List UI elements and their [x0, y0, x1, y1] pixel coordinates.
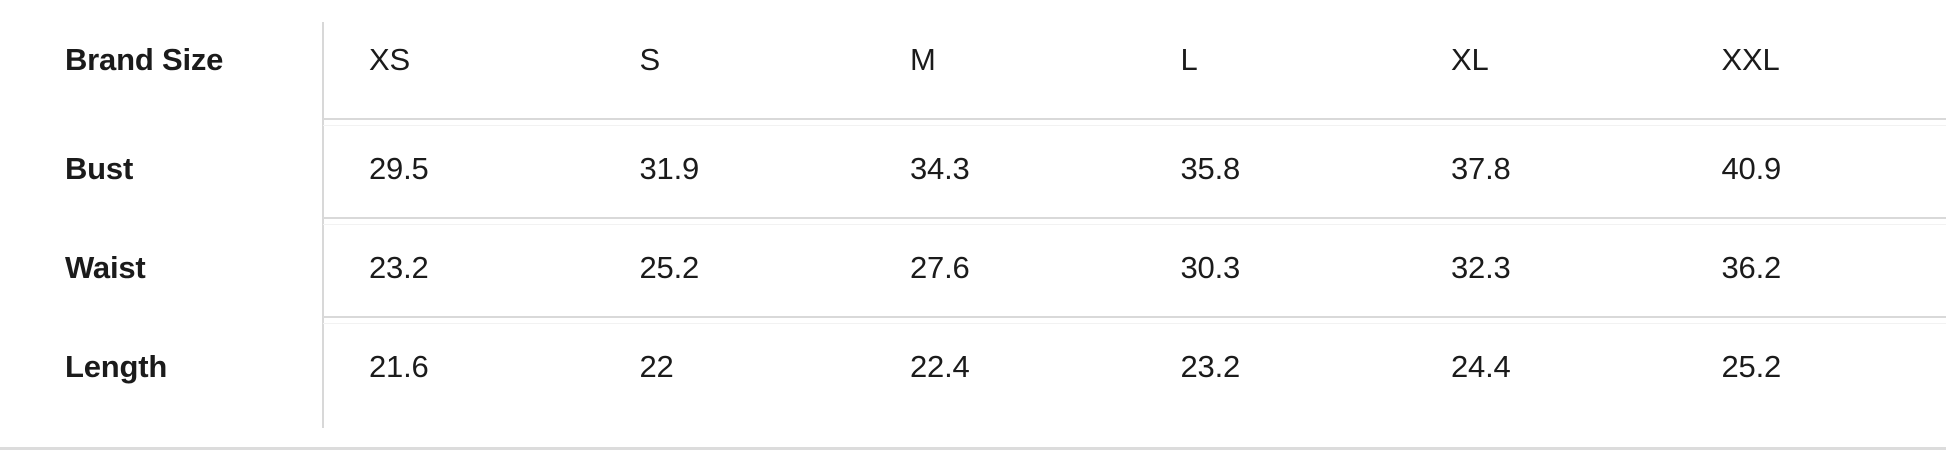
row-divider	[323, 316, 1946, 324]
length-value: 25.2	[1721, 348, 1782, 384]
waist-value: 36.2	[1721, 249, 1782, 285]
row-label-waist: Waist	[65, 249, 146, 285]
bust-value: 40.9	[1721, 150, 1782, 186]
waist-value: 23.2	[369, 249, 429, 285]
row-label-length: Length	[65, 348, 168, 384]
row-divider	[323, 217, 1946, 225]
bust-value: 37.8	[1451, 150, 1511, 186]
waist-value: 32.3	[1451, 249, 1511, 285]
length-value: 22	[639, 348, 674, 384]
row-divider	[323, 118, 1946, 126]
size-chart-table: Brand Size XS S M L XL XXL Bust 29.5 31.…	[65, 41, 1782, 384]
length-value: 21.6	[369, 348, 429, 384]
length-value: 22.4	[910, 348, 970, 384]
size-header-xxl: XXL	[1721, 41, 1780, 77]
length-value: 23.2	[1180, 348, 1241, 384]
column-divider	[322, 22, 324, 428]
waist-value: 27.6	[910, 249, 970, 285]
bottom-rule	[0, 447, 1946, 450]
waist-value: 30.3	[1180, 249, 1241, 285]
size-header-l: L	[1180, 41, 1198, 77]
bust-value: 35.8	[1180, 150, 1241, 186]
length-value: 24.4	[1451, 348, 1511, 384]
bust-value: 29.5	[369, 150, 429, 186]
size-header-m: M	[910, 41, 936, 77]
header-row-label: Brand Size	[65, 41, 224, 77]
waist-value: 25.2	[639, 249, 700, 285]
bust-value: 34.3	[910, 150, 970, 186]
bust-value: 31.9	[639, 150, 700, 186]
size-header-xl: XL	[1451, 41, 1489, 77]
size-header-xs: XS	[369, 41, 410, 77]
row-label-bust: Bust	[65, 150, 134, 186]
size-header-s: S	[639, 41, 661, 77]
